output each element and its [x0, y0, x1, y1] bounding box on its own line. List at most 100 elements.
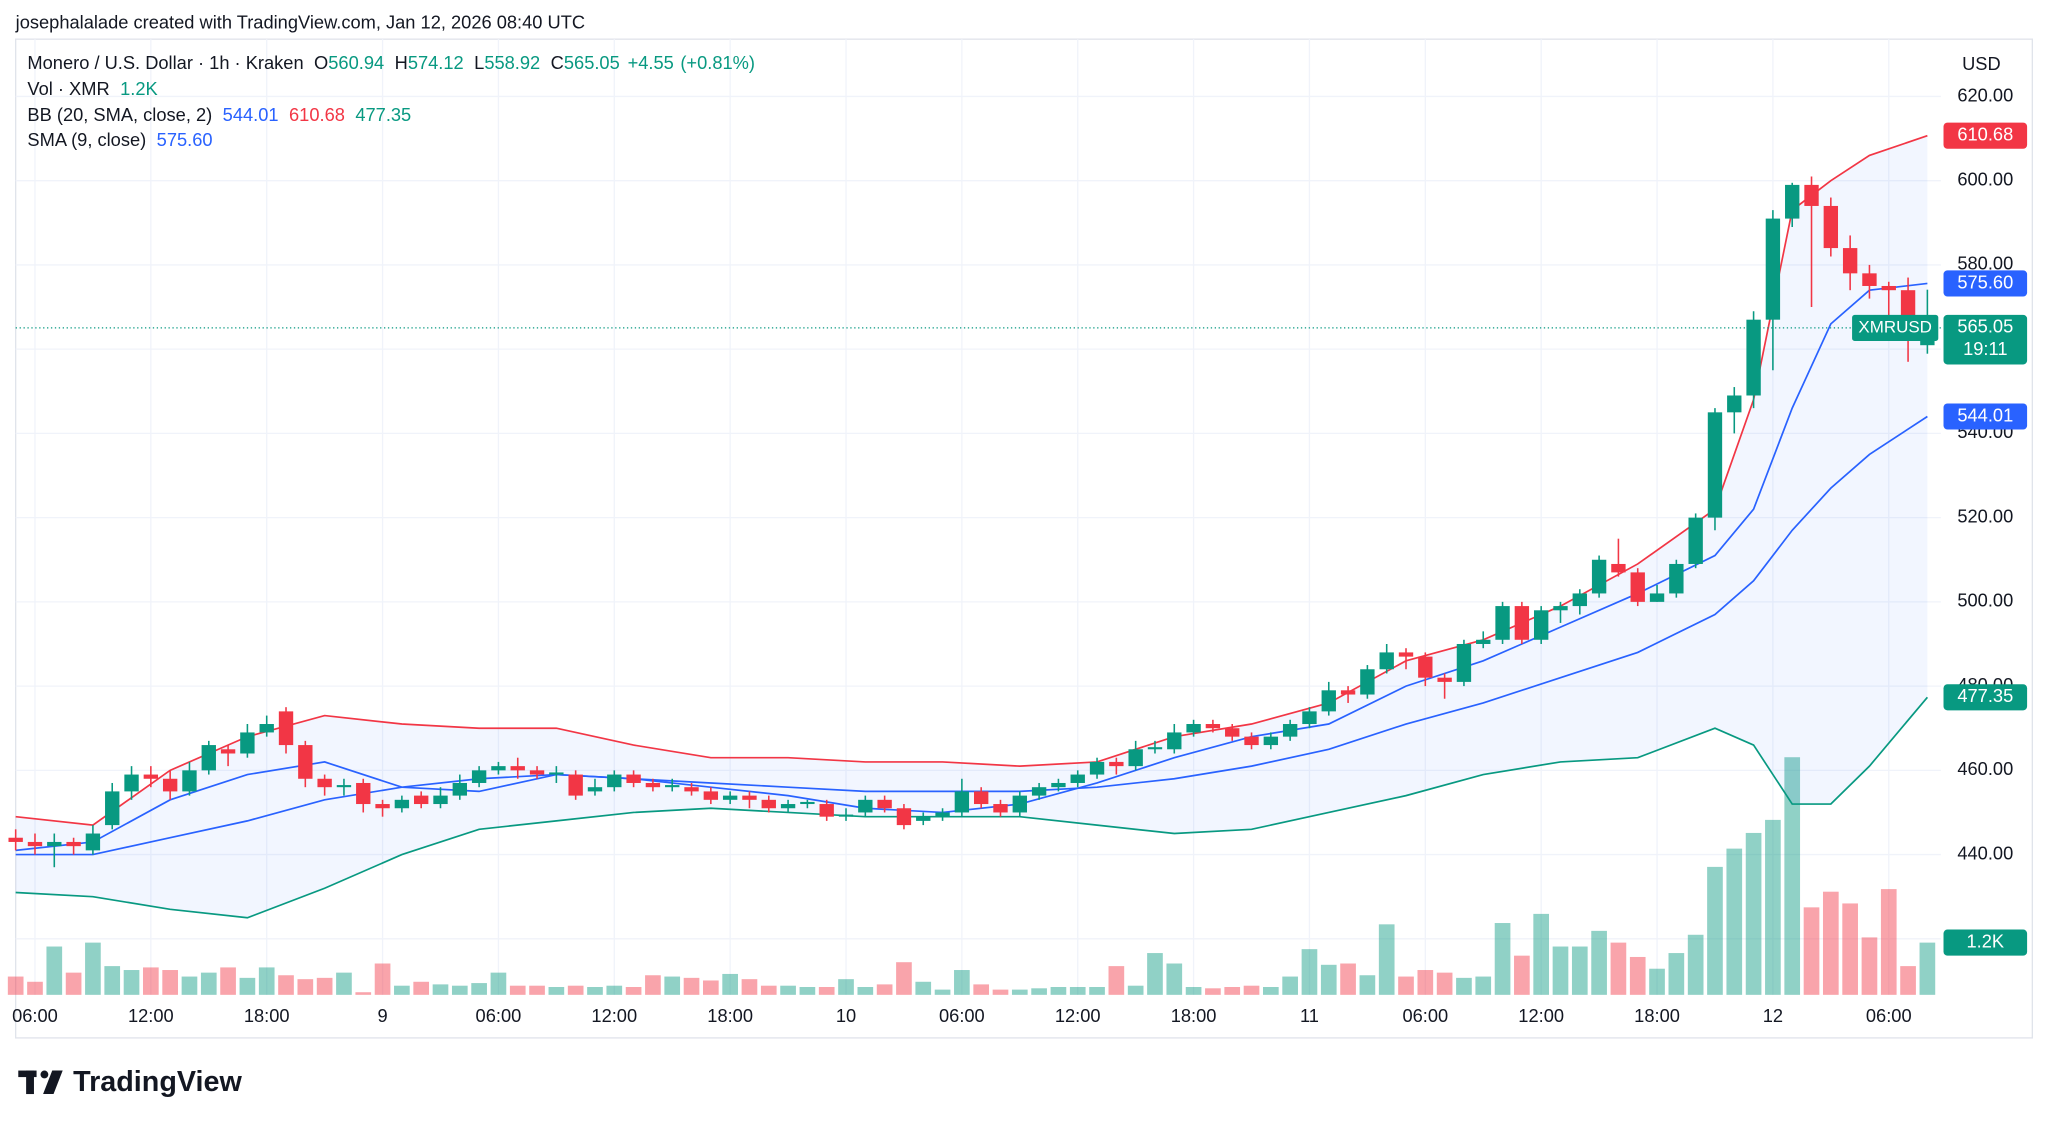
candle-body	[1244, 736, 1259, 746]
candle-body	[66, 841, 81, 847]
legend-text: 574.12	[408, 52, 464, 73]
legend-text: 565.05	[564, 52, 620, 73]
candle-body	[665, 785, 680, 788]
candle-body	[1476, 639, 1491, 644]
volume-bar	[818, 987, 835, 995]
legend-text: 1.2K	[120, 78, 158, 99]
volume-bar	[1378, 924, 1395, 995]
legend-text: BB (20, SMA, close, 2)	[27, 104, 212, 125]
candle-body	[1398, 652, 1414, 657]
volume-bar	[143, 967, 159, 995]
x-tick-label: 12:00	[1055, 1005, 1101, 1026]
candle-body	[1514, 606, 1530, 640]
volume-bar	[741, 979, 758, 995]
price-badge	[1943, 929, 2028, 956]
candle-body	[336, 785, 352, 788]
volume-bar	[587, 987, 603, 995]
legend-text: H	[395, 52, 408, 73]
y-tick-label: 620.00	[1957, 84, 2013, 105]
volume-bar	[896, 962, 912, 995]
legend: Monero / U.S. Dollar · 1h · Kraken O 560.9…	[27, 52, 755, 150]
candle-body	[761, 799, 776, 809]
x-tick-label: 06:00	[1402, 1005, 1448, 1026]
volume-bar	[7, 976, 24, 995]
volume-bar	[1282, 976, 1298, 995]
y-tick-label: 440.00	[1957, 842, 2013, 863]
volume-bar	[780, 985, 796, 995]
candle-body	[240, 732, 255, 754]
candle-body	[1282, 724, 1298, 737]
volume-bar	[1205, 988, 1221, 995]
legend-text: 558.92	[484, 52, 540, 73]
candle-body	[1591, 559, 1607, 594]
x-tick-label: 12	[1763, 1005, 1783, 1026]
candle-body	[1186, 724, 1201, 733]
y-tick-label: 500.00	[1957, 590, 2013, 611]
price-badge	[1943, 270, 2028, 297]
volume-bar	[297, 979, 314, 995]
candle-body	[1842, 248, 1858, 274]
volume-bar	[1629, 956, 1646, 995]
volume-bar	[27, 981, 43, 995]
volume-bar	[664, 976, 681, 995]
volume-bar	[645, 975, 661, 995]
price-badge-text: 477.35	[1957, 685, 2013, 706]
candle-body	[356, 782, 371, 805]
candle-body	[1727, 395, 1742, 413]
candle-body	[1553, 606, 1568, 611]
candle-body	[1109, 761, 1124, 767]
volume-bar	[509, 985, 526, 995]
candle-body	[916, 816, 931, 821]
volume-bar	[1591, 930, 1607, 995]
candle-body	[1611, 563, 1626, 573]
candle-body	[220, 749, 236, 754]
logo-shape	[26, 1070, 34, 1095]
volume-bar	[1533, 913, 1550, 995]
candle-body	[471, 770, 487, 783]
candle-body	[1147, 747, 1163, 750]
legend-text: O	[314, 52, 328, 73]
x-tick-label: 18:00	[707, 1005, 753, 1026]
symbol-badge-text: XMRUSD	[1858, 317, 1932, 336]
chart-frame	[15, 38, 2033, 1039]
volume-bar	[1649, 968, 1665, 995]
volume-bar	[1108, 966, 1125, 995]
legend-text: 575.60	[157, 129, 213, 150]
price-badge-text: 610.68	[1957, 124, 2013, 145]
candle-body	[510, 766, 525, 771]
y-tick-label: 460.00	[1957, 758, 2013, 779]
candle-body	[143, 774, 159, 779]
volume-bar	[471, 983, 487, 995]
symbol-badge	[1852, 314, 1939, 341]
candle-body	[722, 795, 738, 800]
candle-body	[201, 745, 216, 771]
volume-bar	[625, 987, 642, 995]
volume-bar	[1436, 972, 1453, 995]
volume-bar	[857, 987, 874, 995]
logo-shape	[40, 1070, 49, 1079]
candle-body	[278, 711, 294, 746]
candle-body	[1881, 285, 1896, 291]
candle-body	[549, 772, 564, 775]
candle-body	[954, 791, 970, 813]
volume-bar	[703, 980, 719, 995]
volume-bar	[567, 985, 584, 995]
candle-body	[1688, 517, 1703, 564]
logo: TradingView	[18, 1066, 242, 1098]
volume-bar	[278, 975, 294, 995]
candle-body	[780, 804, 796, 809]
candle-body	[973, 791, 989, 805]
candle-body	[298, 745, 313, 779]
grid	[15, 39, 1941, 995]
candle-body	[1070, 774, 1085, 783]
volume-bar	[1687, 934, 1704, 995]
volume-bar	[1320, 964, 1337, 995]
candle-body	[1205, 724, 1221, 729]
candle-body	[1746, 319, 1761, 396]
volume-bar	[1127, 985, 1144, 995]
candle-body	[85, 833, 101, 851]
volume-bar	[355, 992, 372, 995]
legend-text: L	[474, 52, 484, 73]
candle-body	[1495, 606, 1510, 640]
indicator-line	[15, 134, 1928, 826]
